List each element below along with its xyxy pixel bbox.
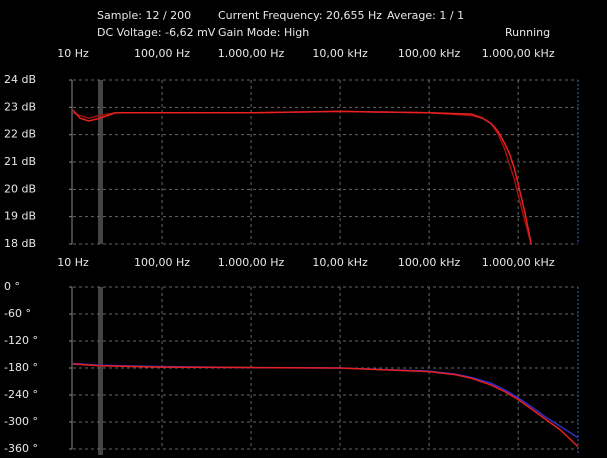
y-tick-label: -60 °: [4, 307, 31, 320]
x-tick-label: 1.000,00 Hz: [218, 47, 285, 60]
sample-status: Sample: 12 / 200: [97, 9, 191, 22]
y-tick-label: 20 dB: [4, 182, 36, 195]
x-tick-label: 1.000,00 Hz: [218, 256, 285, 269]
y-tick-label: 23 dB: [4, 100, 36, 113]
dc-voltage-status: DC Voltage: -6,62 mV: [97, 26, 216, 39]
y-tick-label: 18 dB: [4, 237, 36, 250]
x-tick-label: 10,00 kHz: [312, 256, 368, 269]
average-status: Average: 1 / 1: [387, 9, 464, 22]
y-tick-label: -120 °: [4, 334, 38, 347]
x-tick-label: 100,00 Hz: [134, 256, 190, 269]
run-state: Running: [505, 26, 550, 39]
frequency-marker: [98, 287, 103, 455]
y-tick-label: 22 dB: [4, 128, 36, 141]
series-line: [72, 109, 532, 245]
x-tick-label: 1.000,00 kHz: [482, 47, 555, 60]
series-line: [72, 363, 579, 448]
y-tick-label: -300 °: [4, 415, 38, 428]
x-tick-label: 10 Hz: [57, 256, 89, 269]
x-tick-label: 100,00 kHz: [398, 256, 461, 269]
y-tick-label: 21 dB: [4, 155, 36, 168]
y-tick-label: -360 °: [4, 442, 38, 455]
y-tick-label: 0 °: [4, 280, 20, 293]
y-tick-label: 24 dB: [4, 73, 36, 86]
x-tick-label: 100,00 kHz: [398, 47, 461, 60]
y-tick-label: 19 dB: [4, 210, 36, 223]
x-tick-label: 10 Hz: [57, 47, 89, 60]
frequency-marker: [98, 80, 103, 244]
gain-mode-status: Gain Mode: High: [218, 26, 309, 39]
x-tick-label: 100,00 Hz: [134, 47, 190, 60]
x-tick-label: 1.000,00 kHz: [482, 256, 555, 269]
frequency-status: Current Frequency: 20,655 Hz: [218, 9, 382, 22]
y-tick-label: -180 °: [4, 361, 38, 374]
x-tick-label: 10,00 kHz: [312, 47, 368, 60]
y-tick-label: -240 °: [4, 388, 38, 401]
